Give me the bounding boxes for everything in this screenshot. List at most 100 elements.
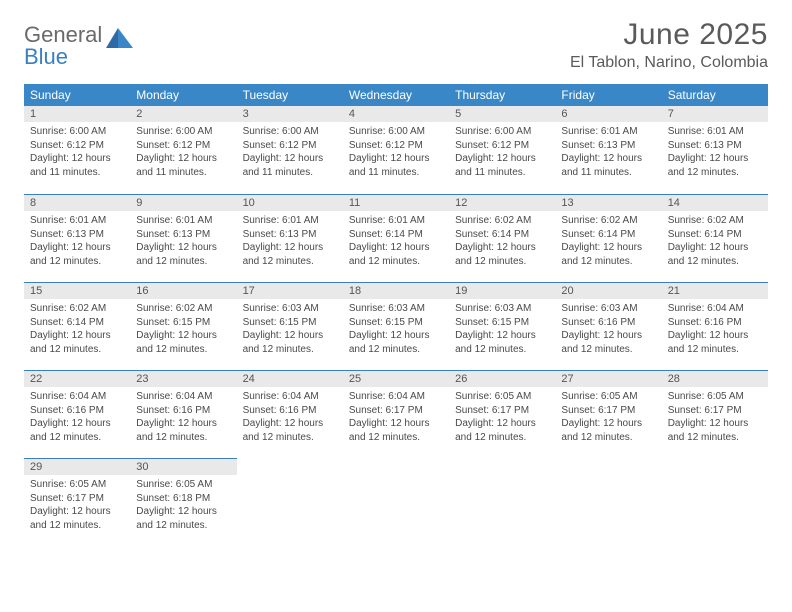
calendar-cell: 26Sunrise: 6:05 AMSunset: 6:17 PMDayligh… (449, 370, 555, 458)
sunrise-line: Sunrise: 6:02 AM (30, 302, 124, 316)
day-details: Sunrise: 6:01 AMSunset: 6:13 PMDaylight:… (24, 211, 130, 272)
brand-text: General Blue (24, 24, 102, 68)
weekday-header: Sunday (24, 84, 130, 106)
daylight-line: Daylight: 12 hours and 12 minutes. (30, 417, 124, 444)
daylight-line: Daylight: 12 hours and 12 minutes. (243, 329, 337, 356)
day-number: 9 (130, 194, 236, 211)
calendar-cell: 27Sunrise: 6:05 AMSunset: 6:17 PMDayligh… (555, 370, 661, 458)
sunrise-line: Sunrise: 6:04 AM (349, 390, 443, 404)
calendar-cell: 22Sunrise: 6:04 AMSunset: 6:16 PMDayligh… (24, 370, 130, 458)
sunset-line: Sunset: 6:15 PM (136, 316, 230, 330)
sunrise-line: Sunrise: 6:04 AM (136, 390, 230, 404)
location-subtitle: El Tablon, Narino, Colombia (570, 54, 768, 72)
brand-logo: General Blue (24, 18, 134, 68)
sunrise-line: Sunrise: 6:01 AM (136, 214, 230, 228)
header: General Blue June 2025 El Tablon, Narino… (24, 18, 768, 72)
day-details: Sunrise: 6:02 AMSunset: 6:14 PMDaylight:… (449, 211, 555, 272)
calendar-cell: 19Sunrise: 6:03 AMSunset: 6:15 PMDayligh… (449, 282, 555, 370)
day-details: Sunrise: 6:01 AMSunset: 6:13 PMDaylight:… (130, 211, 236, 272)
sunset-line: Sunset: 6:16 PM (30, 404, 124, 418)
sunrise-line: Sunrise: 6:05 AM (455, 390, 549, 404)
brand-name-2: Blue (24, 44, 68, 69)
sunset-line: Sunset: 6:13 PM (30, 228, 124, 242)
calendar-cell: 9Sunrise: 6:01 AMSunset: 6:13 PMDaylight… (130, 194, 236, 282)
sunset-line: Sunset: 6:18 PM (136, 492, 230, 506)
daylight-line: Daylight: 12 hours and 12 minutes. (243, 417, 337, 444)
day-details: Sunrise: 6:00 AMSunset: 6:12 PMDaylight:… (449, 122, 555, 183)
day-details: Sunrise: 6:03 AMSunset: 6:15 PMDaylight:… (449, 299, 555, 360)
sunset-line: Sunset: 6:12 PM (30, 139, 124, 153)
daylight-line: Daylight: 12 hours and 12 minutes. (668, 329, 762, 356)
calendar-cell: 3Sunrise: 6:00 AMSunset: 6:12 PMDaylight… (237, 106, 343, 194)
sunset-line: Sunset: 6:13 PM (243, 228, 337, 242)
sunrise-line: Sunrise: 6:00 AM (243, 125, 337, 139)
sunset-line: Sunset: 6:14 PM (668, 228, 762, 242)
calendar-cell: 14Sunrise: 6:02 AMSunset: 6:14 PMDayligh… (662, 194, 768, 282)
sunset-line: Sunset: 6:16 PM (243, 404, 337, 418)
sunrise-line: Sunrise: 6:01 AM (30, 214, 124, 228)
daylight-line: Daylight: 12 hours and 12 minutes. (455, 329, 549, 356)
day-details: Sunrise: 6:05 AMSunset: 6:17 PMDaylight:… (449, 387, 555, 448)
calendar-cell: 29Sunrise: 6:05 AMSunset: 6:17 PMDayligh… (24, 458, 130, 546)
day-number: 6 (555, 106, 661, 122)
calendar-cell (343, 458, 449, 546)
sunrise-line: Sunrise: 6:05 AM (30, 478, 124, 492)
sunset-line: Sunset: 6:13 PM (136, 228, 230, 242)
calendar-row: 8Sunrise: 6:01 AMSunset: 6:13 PMDaylight… (24, 194, 768, 282)
day-details: Sunrise: 6:04 AMSunset: 6:16 PMDaylight:… (237, 387, 343, 448)
sunset-line: Sunset: 6:16 PM (668, 316, 762, 330)
daylight-line: Daylight: 12 hours and 12 minutes. (243, 241, 337, 268)
day-number: 5 (449, 106, 555, 122)
daylight-line: Daylight: 12 hours and 12 minutes. (349, 241, 443, 268)
sunset-line: Sunset: 6:15 PM (455, 316, 549, 330)
day-number: 20 (555, 282, 661, 299)
sunrise-line: Sunrise: 6:01 AM (349, 214, 443, 228)
day-number: 4 (343, 106, 449, 122)
sunset-line: Sunset: 6:14 PM (561, 228, 655, 242)
daylight-line: Daylight: 12 hours and 12 minutes. (30, 241, 124, 268)
daylight-line: Daylight: 12 hours and 12 minutes. (668, 241, 762, 268)
day-number: 26 (449, 370, 555, 387)
day-number: 11 (343, 194, 449, 211)
day-details: Sunrise: 6:05 AMSunset: 6:17 PMDaylight:… (24, 475, 130, 536)
calendar-row: 22Sunrise: 6:04 AMSunset: 6:16 PMDayligh… (24, 370, 768, 458)
calendar-cell (237, 458, 343, 546)
day-number: 25 (343, 370, 449, 387)
day-number: 30 (130, 458, 236, 475)
sunrise-line: Sunrise: 6:03 AM (455, 302, 549, 316)
calendar-cell: 30Sunrise: 6:05 AMSunset: 6:18 PMDayligh… (130, 458, 236, 546)
sunset-line: Sunset: 6:17 PM (30, 492, 124, 506)
calendar-cell: 23Sunrise: 6:04 AMSunset: 6:16 PMDayligh… (130, 370, 236, 458)
day-details: Sunrise: 6:00 AMSunset: 6:12 PMDaylight:… (24, 122, 130, 183)
calendar-cell: 28Sunrise: 6:05 AMSunset: 6:17 PMDayligh… (662, 370, 768, 458)
sunrise-line: Sunrise: 6:00 AM (455, 125, 549, 139)
sunrise-line: Sunrise: 6:00 AM (136, 125, 230, 139)
day-number: 3 (237, 106, 343, 122)
day-details: Sunrise: 6:02 AMSunset: 6:14 PMDaylight:… (24, 299, 130, 360)
sunrise-line: Sunrise: 6:02 AM (455, 214, 549, 228)
daylight-line: Daylight: 12 hours and 12 minutes. (30, 329, 124, 356)
calendar-row: 15Sunrise: 6:02 AMSunset: 6:14 PMDayligh… (24, 282, 768, 370)
title-block: June 2025 El Tablon, Narino, Colombia (570, 18, 768, 72)
calendar-cell: 4Sunrise: 6:00 AMSunset: 6:12 PMDaylight… (343, 106, 449, 194)
daylight-line: Daylight: 12 hours and 12 minutes. (30, 505, 124, 532)
sunrise-line: Sunrise: 6:05 AM (561, 390, 655, 404)
weekday-header-row: Sunday Monday Tuesday Wednesday Thursday… (24, 84, 768, 106)
sunrise-line: Sunrise: 6:01 AM (243, 214, 337, 228)
sunrise-line: Sunrise: 6:04 AM (30, 390, 124, 404)
day-number: 29 (24, 458, 130, 475)
daylight-line: Daylight: 12 hours and 12 minutes. (136, 505, 230, 532)
sunrise-line: Sunrise: 6:02 AM (668, 214, 762, 228)
calendar-cell: 1Sunrise: 6:00 AMSunset: 6:12 PMDaylight… (24, 106, 130, 194)
day-number: 28 (662, 370, 768, 387)
sunset-line: Sunset: 6:13 PM (668, 139, 762, 153)
daylight-line: Daylight: 12 hours and 12 minutes. (668, 152, 762, 179)
weekday-header: Tuesday (237, 84, 343, 106)
day-number: 17 (237, 282, 343, 299)
day-details: Sunrise: 6:04 AMSunset: 6:16 PMDaylight:… (24, 387, 130, 448)
calendar-cell: 24Sunrise: 6:04 AMSunset: 6:16 PMDayligh… (237, 370, 343, 458)
sunset-line: Sunset: 6:13 PM (561, 139, 655, 153)
daylight-line: Daylight: 12 hours and 12 minutes. (349, 329, 443, 356)
daylight-line: Daylight: 12 hours and 12 minutes. (455, 417, 549, 444)
calendar-cell (662, 458, 768, 546)
